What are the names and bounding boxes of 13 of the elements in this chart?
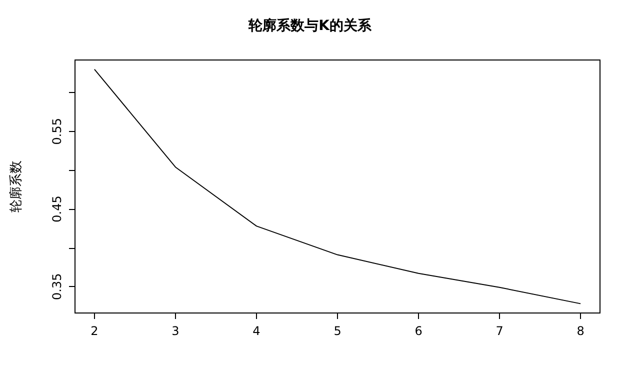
x-tick-label: 8	[576, 324, 584, 338]
y-tick-label: 0.55	[50, 118, 64, 145]
x-tick-label: 4	[252, 324, 260, 338]
line-series	[94, 68, 582, 304]
x-tick-label: 6	[414, 324, 422, 338]
y-tick-label: 0.45	[50, 196, 64, 222]
y-tick-label: 0.35	[50, 273, 64, 300]
y-axis-title: 轮廓系数	[9, 160, 24, 212]
chart-title: 轮廓系数与K的关系	[248, 17, 372, 34]
x-tick-label: 3	[172, 324, 180, 338]
x-tick-label: 5	[334, 324, 342, 338]
x-tick-label: 2	[90, 324, 98, 338]
x-tick-label: 7	[496, 324, 504, 338]
